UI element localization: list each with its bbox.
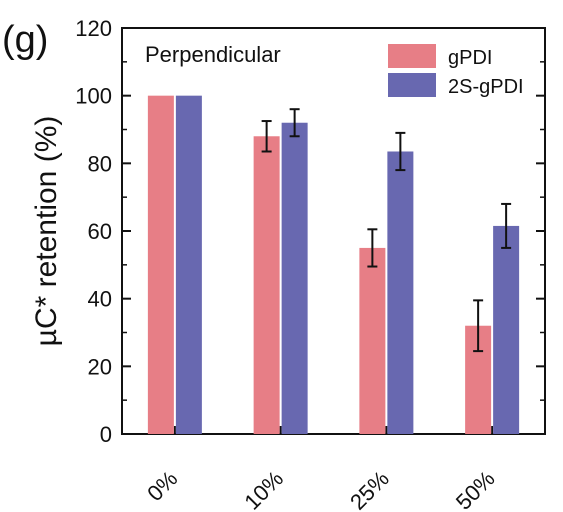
y-tick-label: 80 (88, 151, 112, 176)
plot-area (121, 27, 546, 435)
y-tick-label: 0 (100, 422, 112, 447)
legend-label-gpdi: gPDI (448, 47, 492, 69)
bar-gpdi-10pct (253, 136, 280, 434)
y-tick-label: 20 (88, 354, 112, 379)
bar-2s-gpdi-50pct (493, 225, 520, 434)
legend-swatch-2s-gpdi (388, 73, 436, 97)
panel-label: (g) (2, 19, 48, 61)
bar-2s-gpdi-25pct (387, 151, 414, 434)
y-tick-label: 100 (75, 84, 112, 109)
legend: gPDI 2S-gPDI (388, 44, 524, 98)
x-tick-label: 10% (239, 466, 288, 512)
y-tick-label: 120 (75, 16, 112, 41)
legend-swatch-gpdi (388, 44, 436, 68)
x-tick-label: 25% (345, 466, 394, 512)
bar-gpdi-0pct (147, 95, 174, 435)
y-axis-label: µC* retention (%) (30, 116, 63, 347)
x-tick-label: 50% (451, 466, 500, 512)
bar-2s-gpdi-10pct (281, 122, 308, 434)
bar-gpdi-25pct (359, 247, 386, 434)
y-tick-label: 60 (88, 219, 112, 244)
x-tick-label: 0% (142, 466, 182, 506)
legend-label-2s-gpdi: 2S-gPDI (448, 76, 524, 98)
chart-annotation: Perpendicular (145, 42, 281, 67)
bar-2s-gpdi-0pct (175, 95, 202, 435)
y-tick-label: 40 (88, 287, 112, 312)
